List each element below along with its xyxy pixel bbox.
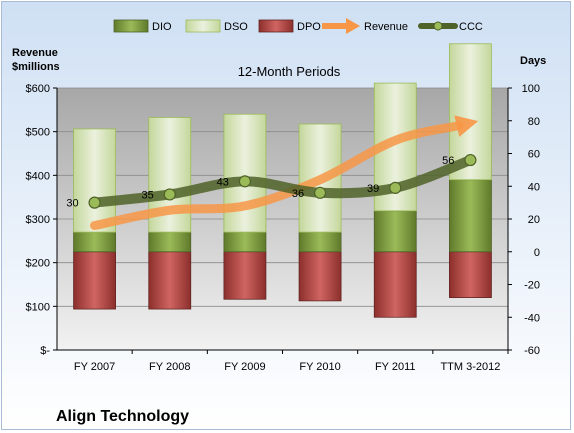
bar-dio-fy-2011 — [373, 210, 417, 253]
right-tick-label: -40 — [524, 312, 540, 324]
ccc-data-label: 39 — [367, 183, 379, 195]
right-tick-label: -20 — [524, 280, 540, 292]
right-tick-label: 20 — [528, 214, 540, 226]
x-tick-label: TTM 3-2012 — [440, 361, 500, 373]
right-tick-label: 80 — [528, 116, 540, 128]
left-tick-label: $400 — [26, 170, 50, 182]
bar-dpo-fy-2007 — [73, 251, 116, 310]
legend-label-revenue: Revenue — [364, 21, 408, 33]
bar-dpo-ttm-3-2012 — [449, 251, 492, 298]
left-tick-label: $100 — [26, 301, 50, 313]
bar-dio-fy-2010 — [298, 231, 342, 253]
left-tick-label: $600 — [26, 83, 50, 95]
legend-label-dso: DSO — [224, 21, 248, 33]
x-tick-label: FY 2010 — [299, 361, 340, 373]
bar-dso-fy-2007 — [73, 128, 116, 233]
bar-dpo-fy-2011 — [373, 251, 417, 318]
ccc-point-fy-2007 — [88, 196, 101, 209]
left-tick-label: $- — [40, 345, 50, 357]
titles: Revenue $millions 12-Month Periods Days — [12, 47, 546, 79]
left-tick-label: $500 — [26, 127, 50, 139]
ccc-data-label: 30 — [66, 198, 78, 210]
legend-label-dpo: DPO — [297, 21, 321, 33]
legend-label-dio: DIO — [152, 21, 172, 33]
company-name: Align Technology — [56, 408, 190, 425]
ccc-point-fy-2008 — [163, 188, 176, 201]
right-tick-label: 100 — [522, 83, 540, 95]
right-tick-label: 40 — [528, 181, 540, 193]
bar-dio-fy-2008 — [148, 231, 192, 253]
legend-arrowhead-revenue — [346, 18, 360, 34]
left-tick-label: $200 — [26, 258, 50, 270]
revenue-arrowhead — [454, 115, 479, 137]
revenue-line — [90, 121, 464, 231]
right-axis-label: Days — [520, 55, 546, 67]
ccc-data-label: 43 — [217, 176, 229, 188]
ccc-point-ttm-3-2012 — [464, 153, 477, 167]
ccc-data-label: 36 — [292, 188, 304, 200]
bar-dio-fy-2009 — [223, 231, 267, 253]
x-tick-label: FY 2007 — [74, 361, 115, 373]
ccc-point-fy-2010 — [313, 186, 327, 199]
legend-marker-ccc — [433, 21, 443, 31]
ccc-point-fy-2009 — [238, 175, 252, 188]
legend: DIO DSO DPO Revenue CCC — [113, 18, 483, 34]
left-axis-label-line2: $millions — [12, 61, 60, 73]
right-tick-label: 0 — [534, 247, 540, 259]
ccc-data-label: 35 — [142, 189, 154, 201]
bar-dpo-fy-2010 — [298, 251, 342, 302]
legend-swatch-dpo — [258, 19, 294, 33]
right-tick-label: -60 — [524, 345, 540, 357]
bar-dpo-fy-2008 — [148, 251, 192, 310]
bar-dio-fy-2007 — [73, 231, 116, 253]
bar-dio-ttm-3-2012 — [449, 179, 492, 253]
ccc-line — [89, 155, 476, 208]
chart-title: 12-Month Periods — [238, 64, 341, 79]
x-tick-label: FY 2011 — [375, 361, 416, 373]
left-axis-label-line1: Revenue — [12, 47, 58, 59]
ccc-point-fy-2011 — [389, 181, 402, 194]
ccc-data-label: 56 — [442, 155, 454, 167]
x-tick-label: FY 2008 — [149, 361, 190, 373]
legend-swatch-dso — [185, 19, 221, 33]
x-tick-label: FY 2009 — [224, 361, 265, 373]
lines: 30 35 43 36 39 56 — [66, 115, 479, 231]
bar-dso-fy-2009 — [223, 113, 267, 233]
legend-label-ccc: CCC — [459, 21, 483, 33]
axes: $- $100 $200 $300 $400 $500 $600 -60 -40 -20 0 20 40… — [26, 83, 540, 373]
legend-swatch-dio — [113, 19, 149, 33]
left-tick-label: $300 — [26, 214, 50, 226]
bar-dpo-fy-2009 — [223, 251, 267, 300]
right-tick-label: 60 — [528, 149, 540, 161]
